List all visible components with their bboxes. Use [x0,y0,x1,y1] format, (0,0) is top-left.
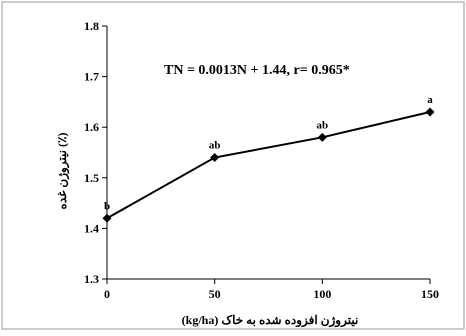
x-tick-label: 0 [104,287,110,301]
series-line [106,111,431,220]
x-tick-label: 50 [209,287,221,301]
y-tick-label: 1.5 [84,171,99,185]
y-axis-title: نیتروژن غده (٪) [55,133,70,210]
data-point [425,107,435,117]
y-tick-label: 1.7 [84,70,99,84]
y-tick-label: 1.3 [84,272,99,286]
x-tick-label: 150 [421,287,439,301]
x-tick-label: 100 [313,287,331,301]
y-tick-label: 1.4 [84,221,99,235]
data-label: b [104,200,110,212]
data-point [317,132,327,142]
x-axis-title: نیتروژن افزوده شده به خاک (kg/ha) [182,313,359,328]
chart-frame [1,1,465,330]
y-tick-label: 1.6 [84,120,99,134]
data-label: ab [209,140,221,152]
y-tick-label: 1.8 [84,19,99,33]
data-label: a [427,94,433,106]
regression-equation: TN = 0.0013N + 1.44, r= 0.965* [164,63,350,78]
data-point [210,153,220,163]
data-label: ab [317,119,329,131]
data-point [102,213,112,223]
